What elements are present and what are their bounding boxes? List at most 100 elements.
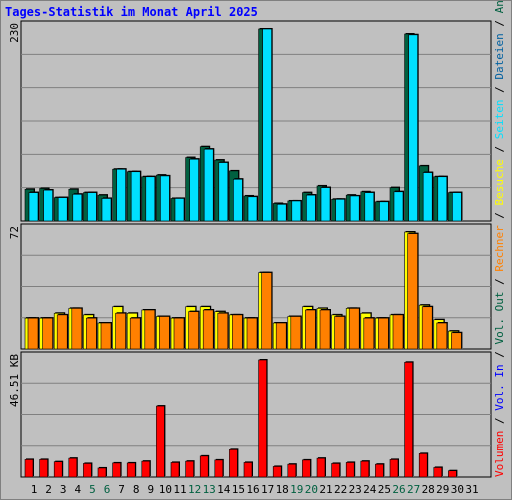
bar-volumen-day-1 [24, 459, 34, 478]
bar-seiten-day-9 [145, 176, 156, 222]
bar-rechner-day-11 [173, 317, 185, 350]
bar-volumen-day-17 [258, 359, 267, 478]
x-tick-label: 9 [147, 483, 154, 496]
bar-seiten-day-1 [28, 192, 39, 222]
x-tick-label: 4 [74, 483, 81, 496]
x-tick-label: 20 [305, 483, 318, 496]
bar-volumen-day-8 [126, 462, 136, 478]
bar-seiten-day-21 [320, 187, 331, 222]
panel-kbytes: 46.51 KB [8, 351, 492, 478]
bar-volumen-day-9 [141, 460, 151, 478]
x-tick-label: 23 [349, 483, 362, 496]
bar-seiten-day-10 [160, 175, 170, 222]
bar-seiten-day-2 [43, 189, 53, 222]
x-tick-label: 18 [276, 483, 289, 496]
bar-rechner-day-22 [334, 316, 345, 350]
bar-volumen-day-5 [83, 463, 92, 478]
x-tick-label: 28 [422, 483, 435, 496]
legend-separator: / [493, 345, 506, 365]
bar-volumen-day-16 [243, 462, 253, 478]
legend-separator: / [493, 272, 506, 292]
bar-seiten-day-4 [72, 193, 83, 222]
y-max-label: 72 [8, 226, 21, 239]
bar-rechner-day-12 [188, 311, 199, 350]
bar-volumen-day-15 [229, 449, 238, 478]
bar-volumen-day-11 [170, 462, 180, 478]
bar-seiten-day-3 [57, 197, 68, 222]
bar-rechner-day-18 [275, 322, 287, 350]
x-tick-label: 16 [246, 483, 259, 496]
bar-volumen-day-25 [375, 463, 384, 478]
x-tick-label: 13 [203, 483, 216, 496]
bar-volumen-day-2 [39, 459, 48, 478]
bar-seiten-day-16 [247, 196, 258, 222]
bar-volumen-day-30 [448, 470, 457, 478]
bar-volumen-day-23 [345, 462, 355, 478]
bar-volumen-day-3 [53, 461, 63, 478]
bar-volumen-day-10 [156, 405, 165, 478]
legend-entry-rechner: Rechner [493, 225, 506, 272]
legend-separator: / [493, 205, 506, 225]
bar-volumen-day-6 [97, 467, 107, 478]
bar-rechner-day-25 [378, 317, 389, 350]
bar-seiten-day-20 [306, 194, 316, 222]
bar-seiten-day-6 [101, 198, 112, 222]
bar-volumen-day-19 [287, 463, 297, 478]
right-legend: Volumen / Vol. In / Vol. Out / Rechner /… [493, 0, 506, 477]
panel-visits-sites: 72 [8, 223, 492, 350]
bar-volumen-day-14 [214, 459, 224, 478]
bar-rechner-day-21 [319, 309, 331, 350]
bar-seiten-day-17 [262, 28, 272, 222]
bar-rechner-day-24 [363, 317, 375, 350]
x-tick-label: 27 [407, 483, 420, 496]
legend-separator: / [493, 80, 506, 100]
bar-rechner-day-7 [115, 312, 126, 350]
legend-entry-volumen: Volumen [493, 431, 506, 477]
bar-rechner-day-27 [407, 233, 418, 350]
bar-rechner-day-28 [421, 306, 433, 350]
bar-rechner-day-16 [246, 317, 258, 350]
x-tick-label: 3 [60, 483, 67, 496]
bar-rechner-day-20 [305, 309, 316, 350]
x-tick-label: 29 [436, 483, 449, 496]
bar-volumen-day-12 [185, 460, 194, 478]
x-tick-label: 26 [392, 483, 405, 496]
bar-rechner-day-30 [451, 332, 462, 350]
bar-seiten-day-19 [291, 200, 302, 222]
legend-separator: / [493, 411, 506, 431]
bar-rechner-day-4 [71, 308, 83, 350]
x-tick-label: 5 [89, 483, 96, 496]
x-tick-label: 2 [45, 483, 52, 496]
bar-seiten-day-15 [233, 178, 243, 222]
bar-volumen-day-13 [199, 455, 209, 478]
bar-seiten-day-26 [393, 191, 404, 222]
bar-volumen-day-27 [404, 361, 413, 478]
bar-seiten-day-5 [87, 192, 97, 222]
x-tick-label: 8 [133, 483, 140, 496]
bar-seiten-day-28 [422, 172, 433, 222]
bar-rechner-day-17 [261, 272, 272, 350]
bar-seiten-day-23 [349, 195, 360, 222]
bar-volumen-day-24 [360, 460, 370, 478]
bar-seiten-day-25 [379, 201, 389, 222]
bar-volumen-day-7 [112, 462, 121, 478]
bar-seiten-day-12 [189, 158, 199, 222]
bar-volumen-day-20 [302, 459, 311, 478]
x-tick-label: 31 [465, 483, 478, 496]
x-tick-label: 10 [159, 483, 172, 496]
bar-rechner-day-10 [159, 316, 170, 350]
x-tick-label: 12 [188, 483, 201, 496]
bar-rechner-day-8 [129, 317, 141, 350]
bar-rechner-day-14 [217, 312, 229, 350]
legend-separator: / [493, 13, 506, 33]
bar-seiten-day-8 [130, 171, 141, 222]
bar-rechner-day-13 [202, 309, 214, 350]
x-tick-label: 19 [290, 483, 303, 496]
y-max-label: 230 [8, 23, 21, 43]
bar-rechner-day-23 [348, 308, 360, 350]
bar-rechner-day-6 [100, 322, 112, 350]
bar-rechner-day-3 [56, 314, 68, 350]
x-tick-label: 1 [31, 483, 38, 496]
x-tick-label: 14 [217, 483, 231, 496]
